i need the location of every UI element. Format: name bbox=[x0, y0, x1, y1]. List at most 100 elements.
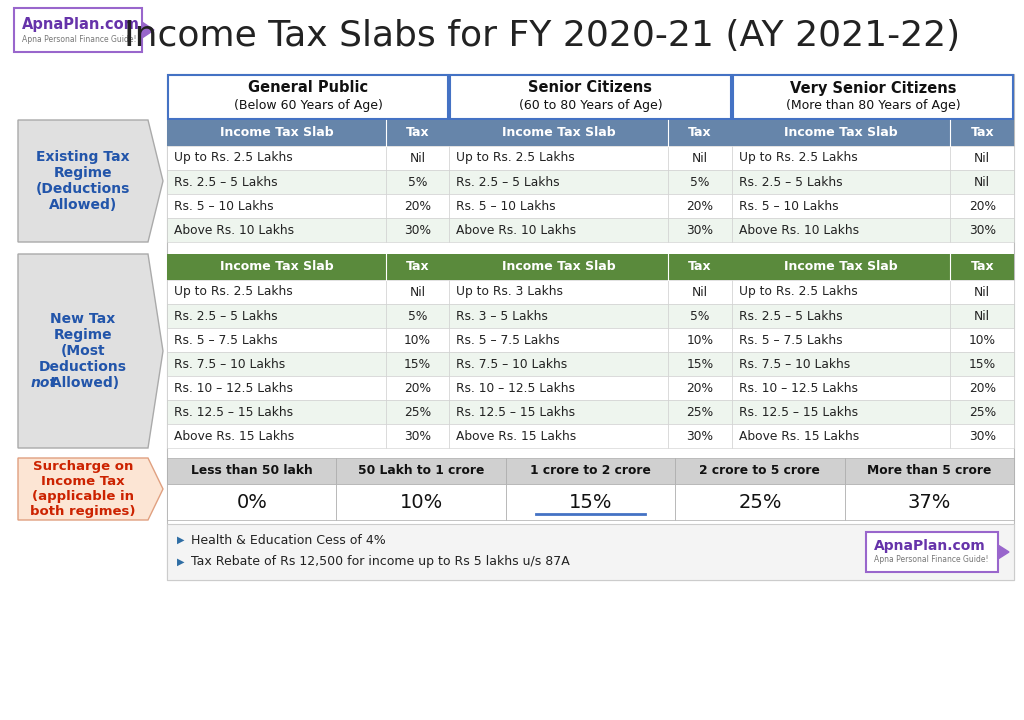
Text: General Public: General Public bbox=[248, 81, 369, 96]
Text: Tax: Tax bbox=[971, 261, 994, 274]
Text: Tax: Tax bbox=[688, 261, 712, 274]
Text: 5%: 5% bbox=[408, 310, 427, 323]
Text: Rs. 7.5 – 10 Lakhs: Rs. 7.5 – 10 Lakhs bbox=[457, 358, 567, 371]
Text: Above Rs. 15 Lakhs: Above Rs. 15 Lakhs bbox=[457, 430, 577, 443]
Text: 30%: 30% bbox=[969, 223, 995, 236]
Text: 1 crore to 2 crore: 1 crore to 2 crore bbox=[530, 464, 651, 477]
Text: Nil: Nil bbox=[692, 151, 708, 164]
Text: 20%: 20% bbox=[969, 199, 995, 212]
Bar bbox=[167, 170, 386, 194]
Text: 10%: 10% bbox=[399, 492, 442, 511]
Bar bbox=[450, 400, 668, 424]
Text: Rs. 5 – 7.5 Lakhs: Rs. 5 – 7.5 Lakhs bbox=[738, 333, 843, 346]
Bar bbox=[668, 218, 732, 242]
Text: 15%: 15% bbox=[404, 358, 431, 371]
Text: Up to Rs. 3 Lakhs: Up to Rs. 3 Lakhs bbox=[457, 286, 563, 299]
Bar bbox=[668, 170, 732, 194]
Bar bbox=[167, 218, 386, 242]
Bar bbox=[167, 424, 386, 448]
Text: Above Rs. 10 Lakhs: Above Rs. 10 Lakhs bbox=[174, 223, 294, 236]
Text: Deductions: Deductions bbox=[39, 360, 127, 374]
Bar bbox=[450, 280, 668, 304]
Bar bbox=[450, 304, 668, 328]
Bar bbox=[950, 218, 1014, 242]
Text: Surcharge on
Income Tax
(applicable in
both regimes): Surcharge on Income Tax (applicable in b… bbox=[31, 460, 136, 518]
Text: Above Rs. 15 Lakhs: Above Rs. 15 Lakhs bbox=[738, 430, 859, 443]
Bar bbox=[167, 74, 1014, 580]
Bar bbox=[167, 484, 337, 520]
Text: Apna Personal Finance Guide!: Apna Personal Finance Guide! bbox=[874, 556, 988, 564]
Text: Nil: Nil bbox=[974, 151, 990, 164]
Text: Up to Rs. 2.5 Lakhs: Up to Rs. 2.5 Lakhs bbox=[174, 151, 293, 164]
Bar bbox=[450, 146, 668, 170]
Bar bbox=[732, 120, 950, 146]
Text: Rs. 5 – 7.5 Lakhs: Rs. 5 – 7.5 Lakhs bbox=[457, 333, 560, 346]
Text: Rs. 2.5 – 5 Lakhs: Rs. 2.5 – 5 Lakhs bbox=[174, 310, 278, 323]
Bar bbox=[732, 352, 950, 376]
Text: 5%: 5% bbox=[690, 176, 710, 189]
Bar bbox=[845, 458, 1014, 484]
Bar bbox=[386, 170, 450, 194]
Text: 30%: 30% bbox=[404, 223, 431, 236]
Bar bbox=[386, 146, 450, 170]
Bar bbox=[668, 304, 732, 328]
Text: 25%: 25% bbox=[686, 405, 714, 418]
Text: Above Rs. 10 Lakhs: Above Rs. 10 Lakhs bbox=[457, 223, 577, 236]
Text: Allowed): Allowed) bbox=[46, 376, 120, 390]
Bar bbox=[450, 218, 668, 242]
Bar bbox=[167, 352, 386, 376]
Text: Very Senior Citizens: Very Senior Citizens bbox=[790, 81, 956, 96]
Bar bbox=[167, 328, 386, 352]
Text: Rs. 10 – 12.5 Lakhs: Rs. 10 – 12.5 Lakhs bbox=[457, 382, 575, 395]
Bar bbox=[866, 532, 998, 572]
Bar bbox=[732, 376, 950, 400]
Text: Rs. 5 – 10 Lakhs: Rs. 5 – 10 Lakhs bbox=[174, 199, 273, 212]
Bar bbox=[732, 328, 950, 352]
Text: 5%: 5% bbox=[408, 176, 427, 189]
Bar bbox=[450, 194, 668, 218]
Bar bbox=[337, 484, 506, 520]
Bar bbox=[668, 352, 732, 376]
Text: Income Tax Slab: Income Tax Slab bbox=[502, 127, 615, 140]
Text: 20%: 20% bbox=[969, 382, 995, 395]
Bar bbox=[167, 254, 386, 280]
Bar bbox=[732, 254, 950, 280]
Text: 20%: 20% bbox=[686, 382, 714, 395]
Text: Income Tax Slab: Income Tax Slab bbox=[784, 127, 898, 140]
Bar bbox=[732, 304, 950, 328]
Bar bbox=[386, 424, 450, 448]
Bar bbox=[950, 400, 1014, 424]
Text: Tax Rebate of Rs 12,500 for income up to Rs 5 lakhs u/s 87A: Tax Rebate of Rs 12,500 for income up to… bbox=[191, 556, 569, 569]
Text: 10%: 10% bbox=[686, 333, 714, 346]
Text: 50 Lakh to 1 crore: 50 Lakh to 1 crore bbox=[358, 464, 484, 477]
Text: 30%: 30% bbox=[404, 430, 431, 443]
Text: ▶: ▶ bbox=[177, 535, 184, 545]
Text: Rs. 7.5 – 10 Lakhs: Rs. 7.5 – 10 Lakhs bbox=[174, 358, 286, 371]
Bar bbox=[450, 352, 668, 376]
Text: More than 5 crore: More than 5 crore bbox=[867, 464, 991, 477]
Bar bbox=[950, 120, 1014, 146]
Text: Above Rs. 10 Lakhs: Above Rs. 10 Lakhs bbox=[738, 223, 859, 236]
Bar bbox=[386, 194, 450, 218]
Bar bbox=[668, 328, 732, 352]
Text: Income Tax Slab: Income Tax Slab bbox=[784, 261, 898, 274]
Text: (Most: (Most bbox=[60, 344, 105, 358]
Text: 0%: 0% bbox=[237, 492, 267, 511]
Bar bbox=[950, 304, 1014, 328]
Text: Up to Rs. 2.5 Lakhs: Up to Rs. 2.5 Lakhs bbox=[457, 151, 575, 164]
Text: 30%: 30% bbox=[686, 430, 714, 443]
Polygon shape bbox=[998, 545, 1009, 559]
Text: ApnaPlan.com: ApnaPlan.com bbox=[22, 17, 140, 32]
Text: 10%: 10% bbox=[969, 333, 995, 346]
Bar bbox=[732, 194, 950, 218]
Text: Health & Education Cess of 4%: Health & Education Cess of 4% bbox=[191, 534, 386, 546]
Polygon shape bbox=[142, 22, 154, 38]
Bar bbox=[732, 218, 950, 242]
Bar bbox=[668, 146, 732, 170]
Text: 37%: 37% bbox=[907, 492, 951, 511]
Bar bbox=[950, 194, 1014, 218]
Text: Nil: Nil bbox=[692, 286, 708, 299]
Text: 30%: 30% bbox=[686, 223, 714, 236]
Bar bbox=[950, 254, 1014, 280]
Text: Rs. 2.5 – 5 Lakhs: Rs. 2.5 – 5 Lakhs bbox=[738, 310, 843, 323]
